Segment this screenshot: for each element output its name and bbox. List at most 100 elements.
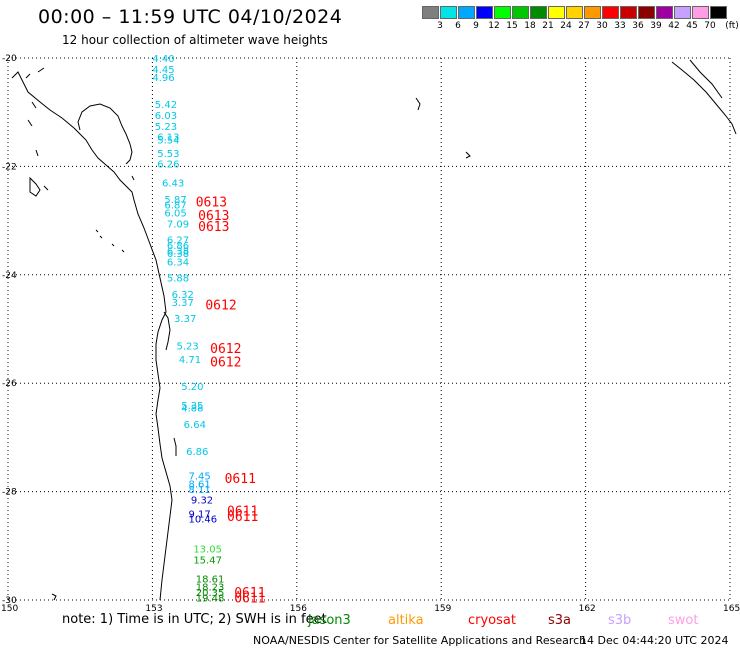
- whitsunday-islands: [29, 176, 41, 197]
- observation-time-label: 0613: [198, 209, 229, 224]
- moreton-island: [173, 437, 177, 456]
- wave-height-value: 5.87: [164, 195, 186, 206]
- wave-height-value: 4.71: [179, 355, 201, 366]
- satellite-legend-swot: swot: [668, 613, 699, 628]
- colorbar-swatch: [548, 6, 565, 19]
- wave-height-value: 5.35: [181, 401, 203, 412]
- footer-note: note: 1) Time is in UTC; 2) SWH is in fe…: [62, 612, 327, 627]
- observation-time-label: 0611: [225, 472, 256, 487]
- observation-time-label: 0613: [198, 220, 229, 235]
- reef-island-e: [95, 229, 99, 233]
- new-caledonia-b: [689, 59, 723, 99]
- wave-height-value: 10.46: [189, 515, 218, 526]
- colorbar-swatch: [512, 6, 529, 19]
- colorbar-swatch: [638, 6, 655, 19]
- wave-height-value: 6.27: [167, 236, 189, 247]
- longitude-tick-label: 156: [290, 604, 307, 614]
- wave-height-value: 6.26: [157, 160, 179, 171]
- willis-island-b: [465, 151, 471, 159]
- wave-height-value: 3.37: [172, 298, 194, 309]
- footer-credit: NOAA/NESDIS Center for Satellite Applica…: [253, 634, 587, 647]
- reef-island-a: [131, 175, 135, 181]
- colorbar-label: 39: [650, 21, 662, 31]
- colorbar-swatch: [584, 6, 601, 19]
- satellite-legend-s3a: s3a: [548, 613, 572, 628]
- wave-height-value: 8.11: [189, 485, 211, 496]
- colorbar-swatch: [602, 6, 619, 19]
- colorbar-label: 27: [578, 21, 590, 31]
- island-south-small: [51, 593, 57, 601]
- colorbar-swatch: [476, 6, 493, 19]
- footer-created: 14 Dec 04:44:20 UTC 2024: [580, 634, 729, 647]
- observation-time-label: 0613: [196, 196, 227, 211]
- cape-york-peninsula: [77, 103, 133, 165]
- island-north-b: [37, 67, 45, 73]
- latitude-tick-label: -22: [2, 162, 17, 172]
- latitude-tick-label: -20: [2, 54, 17, 64]
- longitude-tick-label: 159: [434, 604, 451, 614]
- wave-height-value: 4.40: [152, 54, 174, 65]
- wave-height-value: 5.23: [155, 122, 177, 133]
- colorbar-label: 3: [437, 21, 443, 31]
- observation-time-labels: 0613061306130612061206120611061106110611…: [196, 196, 266, 607]
- wave-height-value: 6.64: [184, 420, 206, 431]
- wave-height-value: 4.45: [152, 65, 174, 76]
- fraser-island: [163, 311, 171, 351]
- wave-height-value: 6.32: [172, 290, 194, 301]
- wave-height-value: 4.96: [152, 73, 174, 84]
- colorbar-swatch: [566, 6, 583, 19]
- willis-island-a: [415, 97, 421, 111]
- wave-height-value: 9.17: [189, 509, 211, 520]
- observation-time-label: 0611: [227, 510, 258, 525]
- colorbar-label: 70: [704, 21, 716, 31]
- colorbar-unit: (ft): [725, 21, 739, 31]
- colorbar-swatch: [620, 6, 637, 19]
- longitude-tick-label: 162: [579, 604, 596, 614]
- latitude-tick-label: -30: [2, 596, 17, 606]
- latitude-tick-label: -24: [2, 271, 17, 281]
- wave-height-value: 7.45: [189, 471, 211, 482]
- colorbar-label: 6: [455, 21, 461, 31]
- colorbar-label: 24: [560, 21, 572, 31]
- wave-height-value: 6.86: [186, 447, 208, 458]
- wave-height-value: 20.35: [196, 588, 225, 599]
- observation-time-label: 0611: [234, 586, 265, 601]
- colorbar-swatch: [440, 6, 457, 19]
- wave-height-value: 6.43: [162, 179, 184, 190]
- colorbar-label: 18: [524, 21, 536, 31]
- island-north-e: [35, 149, 39, 157]
- satellite-legend-cryosat: cryosat: [468, 613, 516, 628]
- colorbar-swatch: [710, 6, 727, 19]
- wave-height-value: 18.23: [196, 582, 225, 593]
- wave-height-value: 4.88: [181, 404, 203, 415]
- colorbar-label: 15: [506, 21, 518, 31]
- colorbar-label: 45: [686, 21, 698, 31]
- satellite-legend-altika: altika: [388, 613, 424, 628]
- wave-height-value: 6.38: [167, 246, 189, 257]
- wave-height-observations: 4.404.454.965.426.035.236.135.545.536.26…: [152, 54, 224, 604]
- reef-island-b: [99, 235, 103, 239]
- wave-height-value: 13.05: [193, 545, 222, 556]
- colorbar-swatch: [656, 6, 673, 19]
- colorbar-swatch: [494, 6, 511, 19]
- wave-height-value: 5.54: [157, 135, 179, 146]
- wave-height-value: 8.61: [189, 479, 211, 490]
- reef-island-c: [111, 243, 115, 247]
- observation-time-label: 0612: [210, 356, 241, 371]
- observation-time-label: 0611: [227, 505, 258, 520]
- colorbar-label: 9: [473, 21, 479, 31]
- observation-time-label: 0612: [205, 299, 236, 314]
- colorbar-label: 36: [632, 21, 644, 31]
- island-north-a: [25, 73, 31, 79]
- latitude-tick-label: -26: [2, 379, 17, 389]
- colorbar-label: 21: [542, 21, 554, 31]
- coastline: [11, 59, 737, 601]
- wave-height-value: 6.03: [155, 111, 177, 122]
- wave-height-value: 6.34: [167, 257, 189, 268]
- australia-coastline: [11, 71, 173, 601]
- wave-height-value: 9.32: [191, 496, 213, 507]
- observation-time-label: 0611: [234, 591, 265, 606]
- colorbar-label: 30: [596, 21, 608, 31]
- satellite-legend-jason3: jason3: [308, 613, 351, 628]
